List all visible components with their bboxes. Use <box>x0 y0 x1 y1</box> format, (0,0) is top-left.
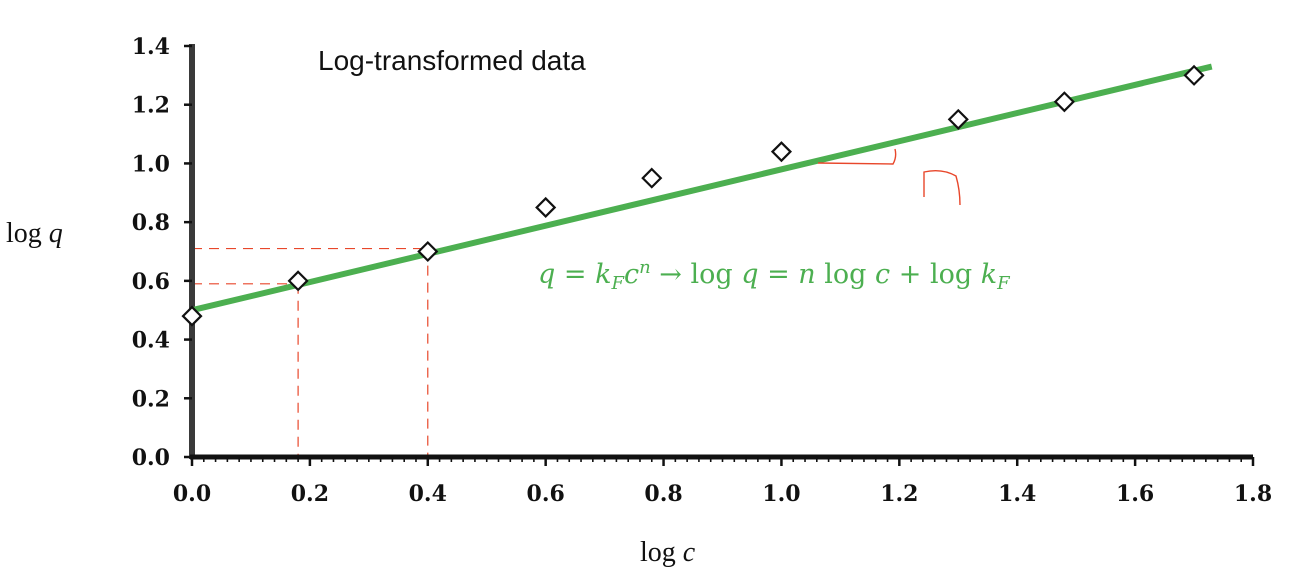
data-point <box>417 240 439 263</box>
y-tick-label: 1.2 <box>132 93 170 119</box>
data-point <box>770 141 793 163</box>
x-tick-label: 1.8 <box>1234 481 1272 507</box>
data-point <box>287 270 309 292</box>
y-tick-label: 0.2 <box>132 386 170 412</box>
x-tick-label: 0.8 <box>644 481 682 507</box>
data-point <box>181 305 203 327</box>
y-tick-label: 1.4 <box>132 34 170 60</box>
x-tick-label: 0.2 <box>291 481 329 507</box>
fit-equation: q = kFcn → log q = n log c + log kF <box>538 257 1011 294</box>
x-tick-label: 1.4 <box>998 481 1036 507</box>
y-tick-label: 0.8 <box>132 210 170 236</box>
slope-n-mark <box>923 169 961 206</box>
data-point <box>535 196 557 219</box>
guide-lines <box>192 247 429 457</box>
x-tick-label: 0.6 <box>527 481 565 507</box>
slope-bracket <box>817 148 897 165</box>
y-tick-label: 0.4 <box>132 328 170 354</box>
x-tick-label: 1.0 <box>762 481 800 507</box>
axes <box>184 44 1255 466</box>
y-tick-label: 1.0 <box>132 151 170 177</box>
data-point <box>1183 64 1205 86</box>
chart-title: Log-transformed data <box>318 45 586 76</box>
fit-line <box>191 63 1213 314</box>
y-axis-label: log q <box>6 218 63 249</box>
x-tick-label: 0.4 <box>409 481 447 507</box>
x-tick-label: 0.0 <box>173 481 211 507</box>
x-tick-label: 1.6 <box>1116 481 1154 507</box>
fit-line-path <box>191 63 1213 314</box>
x-axis-label: log c <box>640 537 696 568</box>
data-points <box>181 64 1205 327</box>
data-point <box>641 167 663 189</box>
slope-annotation <box>817 148 961 206</box>
data-point <box>1053 91 1075 113</box>
y-tick-label: 0.6 <box>132 269 170 295</box>
tick-labels: 0.0 0.2 0.4 0.6 0.8 1.0 1.2 1.4 1.6 1.8 0.0 0.2 0.4 0… <box>132 34 1272 507</box>
x-tick-label: 1.2 <box>880 481 918 507</box>
data-point <box>947 108 969 130</box>
y-tick-label: 0.0 <box>132 445 170 471</box>
